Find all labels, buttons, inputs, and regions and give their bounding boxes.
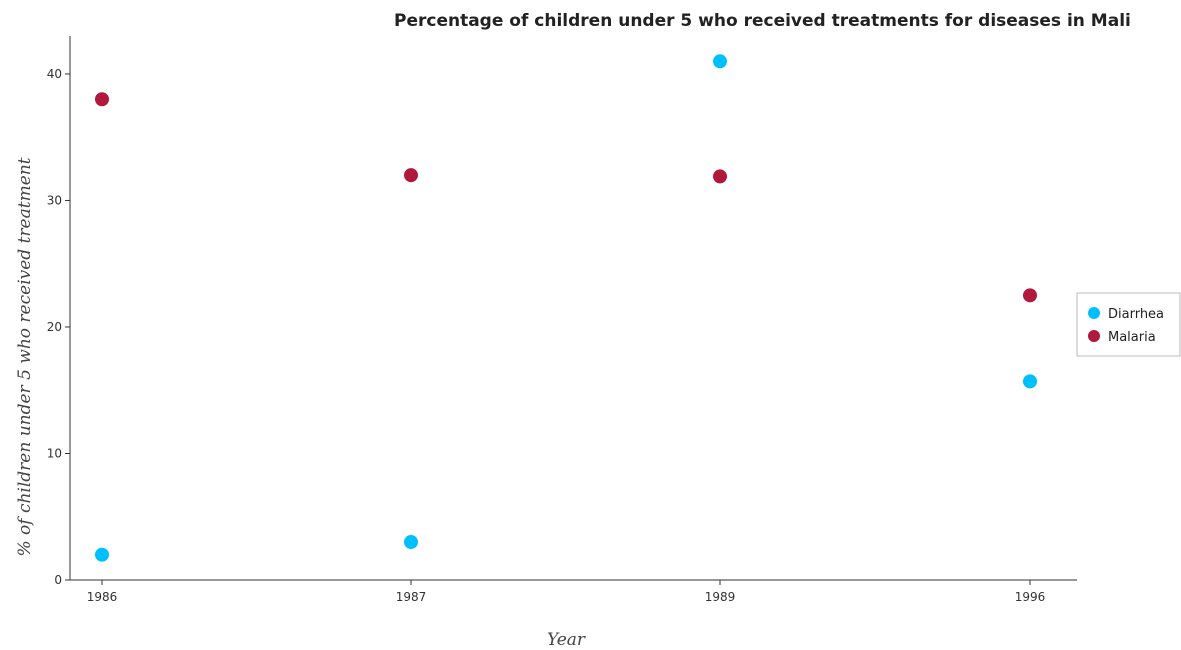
data-points [95, 54, 1037, 562]
x-tick-label: 1989 [705, 590, 736, 604]
legend-label-malaria: Malaria [1108, 330, 1156, 345]
x-tick-label: 1986 [87, 590, 118, 604]
point-diarrhea-1996 [1023, 374, 1037, 389]
y-tick-label: 30 [47, 193, 62, 207]
point-diarrhea-1987 [404, 535, 418, 550]
legend-marker-diarrhea [1088, 307, 1100, 319]
x-tick-label: 1987 [396, 590, 427, 604]
point-diarrhea-1986 [95, 547, 109, 562]
point-diarrhea-1989 [713, 54, 727, 69]
y-tick-label: 40 [47, 67, 62, 81]
x-axis-label: Year [547, 630, 586, 650]
plot-area: 0 10 20 30 40 1986 1987 1989 1996 [47, 36, 1077, 604]
chart-title: Percentage of children under 5 who recei… [394, 11, 1131, 31]
point-malaria-1989 [713, 169, 727, 184]
y-tick-label: 20 [47, 320, 62, 334]
y-tick-label: 10 [47, 446, 62, 460]
x-ticks: 1986 1987 1989 1996 [87, 580, 1046, 604]
legend-marker-malaria [1088, 330, 1100, 342]
y-axis-label: % of children under 5 who received treat… [15, 157, 35, 556]
legend-box [1076, 292, 1181, 357]
y-tick-label: 0 [54, 573, 62, 587]
legend: Diarrhea Malaria [1076, 292, 1181, 357]
point-malaria-1987 [404, 168, 418, 183]
point-malaria-1996 [1023, 288, 1037, 303]
legend-label-diarrhea: Diarrhea [1108, 307, 1164, 322]
y-ticks: 0 10 20 30 40 [47, 67, 70, 587]
x-tick-label: 1996 [1015, 590, 1046, 604]
point-malaria-1986 [95, 92, 109, 107]
